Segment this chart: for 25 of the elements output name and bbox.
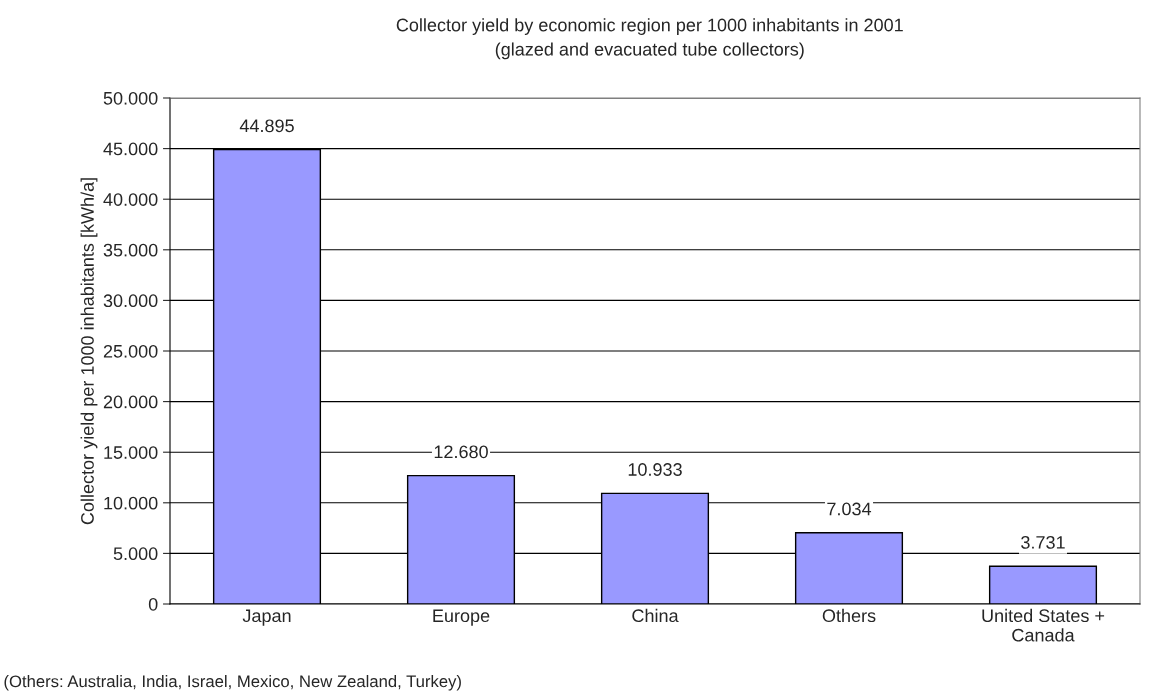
y-axis-title: Collector yield per 1000 inhabitants [kWh/a]	[80, 178, 98, 525]
y-tick-label: 50.000	[103, 91, 158, 105]
data-label: 3.731	[1021, 536, 1065, 549]
data-label: 44.895	[239, 119, 294, 133]
y-tick-label: 15.000	[104, 446, 158, 459]
x-tick-label: United States + Canada	[982, 608, 1105, 642]
x-tick-label: Japan	[242, 609, 291, 626]
x-tick-label: Europe	[433, 609, 490, 626]
data-label: 7.034	[827, 502, 872, 516]
x-tick-label: China	[632, 608, 679, 623]
y-tick-label: 10.000	[104, 496, 158, 510]
data-label: 10.933	[628, 463, 682, 476]
y-tick-label: 45.000	[103, 142, 158, 156]
y-tick-label: 0	[148, 597, 158, 611]
y-tick-label: 20.000	[103, 395, 158, 409]
chart-title: Collector yield by economic region per 1000 inhabitants in 2001	[396, 18, 903, 35]
y-tick-label: 40.000	[103, 193, 158, 206]
y-tick-label: 25.000	[103, 344, 158, 358]
chart-subtitle: (glazed and evacuated tube collectors)	[495, 42, 804, 60]
y-tick-label: 5.000	[113, 547, 158, 561]
y-tick-label: 30.000	[103, 294, 158, 308]
y-tick-label: 35.000	[103, 243, 158, 257]
x-tick-label: Others	[822, 608, 876, 623]
data-label: 12.680	[434, 445, 488, 459]
text: (Others: Australia, India, Israel, Mexico, New Zealand, Turkey)	[4, 674, 461, 691]
